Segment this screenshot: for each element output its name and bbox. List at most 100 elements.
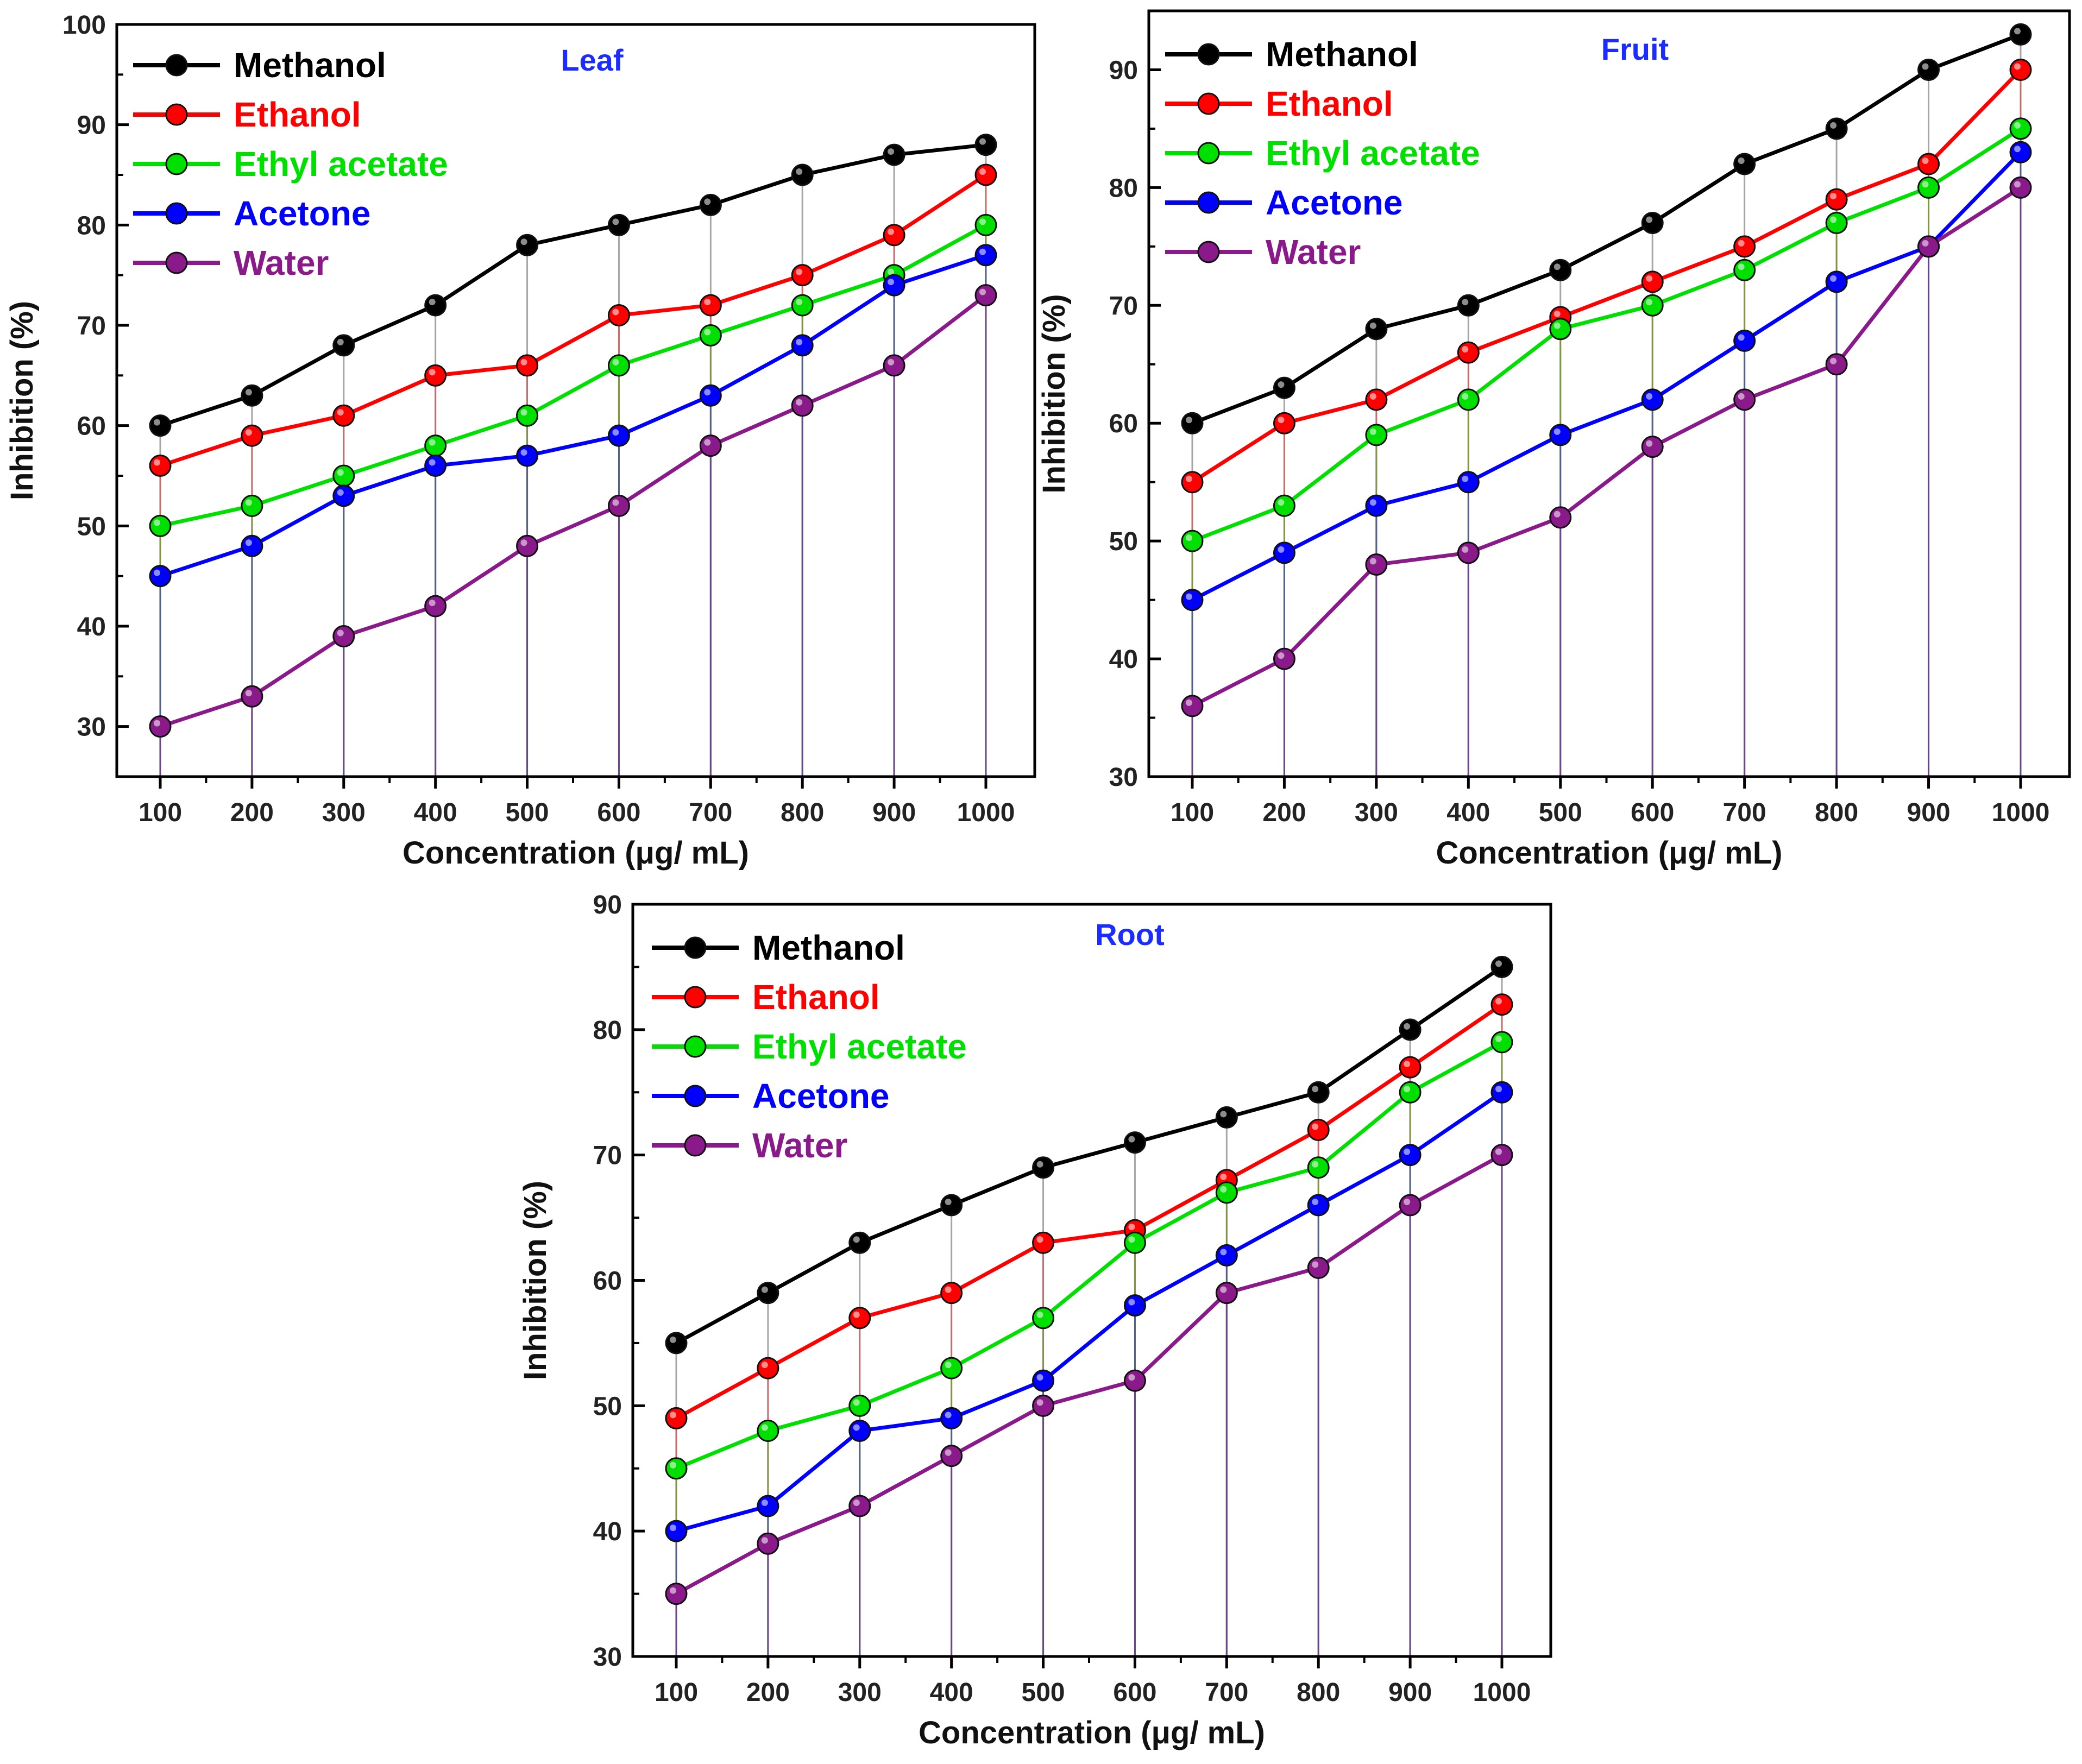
legend: Methanol Ethanol Ethyl acetate Acetone Water: [1165, 35, 1480, 272]
data-point-highlight: [245, 690, 252, 697]
data-point-highlight: [1830, 357, 1837, 364]
legend-label: Acetone: [1266, 183, 1403, 222]
data-point-highlight: [1553, 428, 1561, 435]
series-line: [675, 1153, 1503, 1596]
data-point-highlight: [796, 268, 803, 275]
data-point-highlight: [245, 389, 252, 396]
data-point: [1490, 993, 1513, 1016]
data-point: [665, 1457, 688, 1480]
legend-label: Ethyl acetate: [752, 1027, 967, 1066]
data-point-highlight: [429, 459, 436, 466]
data-point: [848, 1394, 871, 1417]
data-point-highlight: [612, 218, 619, 225]
legend-marker: [165, 103, 188, 126]
data-point: [1825, 211, 1848, 234]
data-point: [424, 595, 447, 618]
data-point-highlight: [945, 1362, 952, 1369]
data-point-highlight: [1462, 299, 1469, 306]
data-point: [149, 565, 172, 588]
data-point-highlight: [1404, 1199, 1411, 1205]
data-point-highlight: [1369, 558, 1376, 565]
data-point: [1307, 1081, 1330, 1104]
x-tick-label: 800: [1815, 798, 1858, 827]
series-line: [1191, 186, 2022, 708]
series-line: [159, 253, 987, 578]
legend-marker: [1197, 43, 1220, 66]
x-tick-label: 400: [1446, 798, 1490, 827]
data-point-highlight: [979, 138, 986, 145]
data-point-highlight: [1036, 1399, 1043, 1406]
data-point: [791, 294, 814, 317]
data-point-highlight: [245, 429, 252, 436]
series-line: [675, 1003, 1503, 1420]
series-ethyl-acetate: [149, 213, 997, 537]
x-tick-label: 900: [1388, 1678, 1432, 1707]
series-line: [160, 223, 987, 528]
series-line: [1191, 33, 2022, 425]
data-point-highlight: [1278, 652, 1285, 659]
data-point: [699, 324, 722, 346]
data-point: [699, 434, 722, 457]
data-point: [516, 534, 539, 557]
data-point-highlight: [429, 439, 436, 446]
data-point: [1181, 471, 1204, 494]
data-point-highlight: [1830, 275, 1837, 282]
x-tick-label: 900: [1907, 798, 1951, 827]
data-point: [1457, 294, 1480, 317]
y-tick-label: 90: [77, 111, 106, 140]
data-point-highlight: [761, 1500, 768, 1506]
data-point-highlight: [154, 459, 160, 466]
data-point-highlight: [1128, 1374, 1135, 1381]
x-tick-label: 500: [1539, 798, 1582, 827]
legend-marker: [684, 1134, 707, 1157]
data-point: [1181, 412, 1204, 434]
data-point: [1365, 318, 1388, 341]
legend-marker: [684, 1085, 707, 1107]
data-point: [1365, 553, 1388, 576]
series-line: [676, 1091, 1503, 1533]
data-point-highlight: [1462, 346, 1469, 353]
data-point-highlight: [1922, 63, 1929, 70]
data-point-highlight: [2014, 122, 2021, 129]
data-point-highlight: [1186, 593, 1192, 600]
data-point: [848, 1420, 871, 1442]
series-water: [665, 1144, 1513, 1605]
data-point: [1399, 1194, 1421, 1217]
data-point: [1123, 1294, 1146, 1317]
data-point: [1641, 294, 1664, 317]
data-point-highlight: [670, 1336, 676, 1343]
x-tick-label: 300: [1355, 798, 1398, 827]
y-axis-label: Inhibition (%): [4, 301, 40, 500]
data-point-highlight: [1312, 1261, 1319, 1268]
data-point-highlight: [1369, 499, 1376, 506]
data-point: [607, 304, 630, 327]
data-point-highlight: [1220, 1111, 1227, 1118]
data-point-highlight: [670, 1524, 676, 1532]
data-point-highlight: [1922, 240, 1929, 247]
data-point: [791, 163, 814, 186]
series-ethanol: [149, 163, 997, 477]
data-point: [2009, 58, 2032, 81]
y-tick-label: 40: [77, 613, 106, 641]
data-point: [791, 264, 814, 287]
y-tick-label: 30: [593, 1643, 622, 1672]
data-point: [1273, 412, 1295, 434]
x-axis-label: Concentration (μg/ mL): [1436, 835, 1783, 871]
data-point: [1365, 424, 1388, 446]
data-point-highlight: [337, 409, 344, 416]
legend-label: Acetone: [752, 1076, 890, 1116]
data-point-highlight: [1186, 534, 1192, 541]
series-ethanol: [665, 993, 1513, 1429]
data-point-highlight: [429, 600, 436, 607]
x-tick-label: 400: [414, 798, 457, 827]
data-point: [848, 1307, 871, 1330]
series-acetone: [665, 1081, 1513, 1542]
series-ethyl-acetate: [665, 1031, 1513, 1480]
data-point-highlight: [1738, 240, 1745, 247]
data-point: [1273, 541, 1295, 564]
data-point-highlight: [704, 439, 711, 446]
y-tick-label: 90: [1109, 56, 1138, 85]
data-point: [1273, 494, 1295, 517]
data-point-highlight: [1278, 381, 1285, 388]
